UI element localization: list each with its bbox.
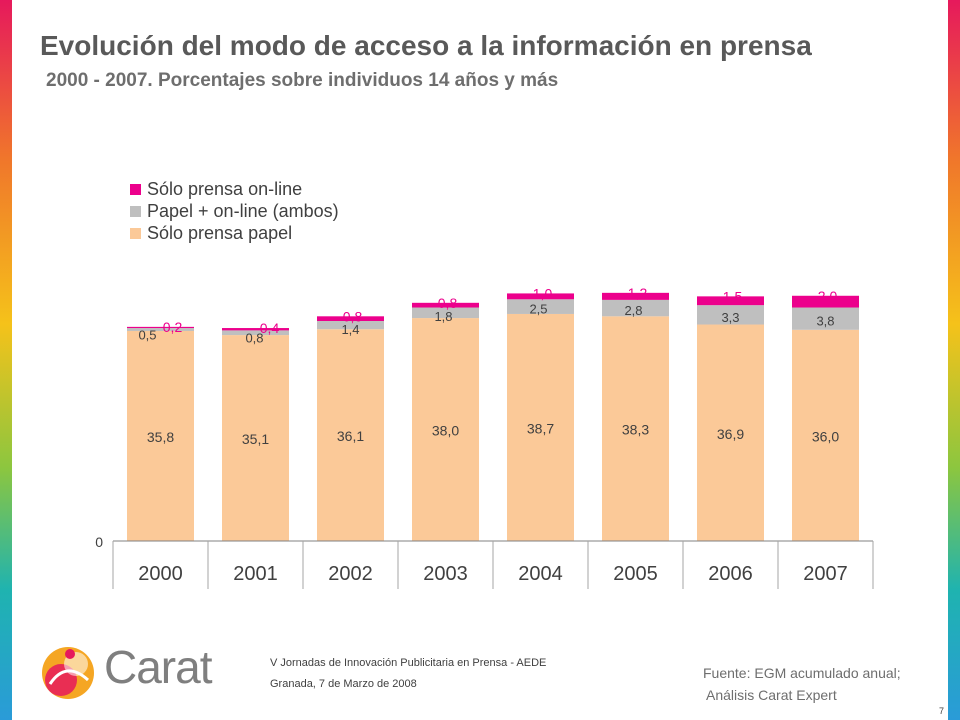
bar-2001-series-2 [222, 328, 289, 331]
data-label-both-2001: 0,8 [245, 331, 263, 346]
data-label-both-2005: 2,8 [624, 303, 642, 318]
bar-2003-series-0 [412, 318, 479, 541]
bar-2000-series-2 [127, 326, 194, 329]
right-color-stripe [948, 0, 960, 720]
data-label-both-2004: 2,5 [529, 302, 547, 317]
legend-label: Sólo prensa papel [147, 222, 293, 243]
bar-2005-series-2 [602, 292, 669, 300]
page-number: 7 [938, 706, 944, 716]
bar-2006-series-1 [697, 305, 764, 325]
chart-legend: Sólo prensa on-line Papel + on-line (ambo… [130, 178, 339, 244]
bar-2003-series-1 [412, 307, 479, 319]
legend-item: Papel + on-line (ambos) [130, 200, 339, 222]
event-line-2: Granada, 7 de Marzo de 2008 [270, 678, 417, 690]
data-label-online-2000: 0,2 [163, 319, 183, 335]
bar-2004-series-0 [507, 313, 574, 541]
legend-swatch [130, 183, 141, 195]
left-color-stripe [0, 0, 12, 720]
data-label-online-2005: 1,2 [628, 285, 648, 301]
x-tick-label: 2005 [613, 563, 658, 585]
bar-2007-series-2 [792, 295, 859, 308]
bar-2001-series-0 [222, 335, 289, 541]
bar-2000-series-1 [127, 328, 194, 331]
bars-layer [127, 292, 859, 541]
data-label-paper-2006: 36,9 [717, 426, 744, 442]
carat-logo-icon [42, 647, 94, 699]
data-label-both-2003: 1,8 [434, 309, 452, 324]
data-label-online-2006: 1,5 [723, 288, 743, 304]
data-label-both-2007: 3,8 [816, 314, 834, 329]
page-subtitle: 2000 - 2007. Porcentajes sobre individuo… [46, 70, 559, 91]
bar-2007-series-0 [792, 329, 859, 541]
x-tick-label: 2002 [328, 563, 373, 585]
x-tick-label: 2006 [708, 563, 753, 585]
x-tick-label: 2007 [803, 563, 848, 585]
data-label-paper-2002: 36,1 [337, 428, 364, 444]
legend-swatch [130, 227, 141, 239]
x-tick-label: 2004 [518, 563, 563, 585]
brand-name: Carat [104, 641, 212, 693]
source-line-2: Análisis Carat Expert [706, 687, 837, 703]
legend-label: Sólo prensa on-line [147, 178, 303, 199]
x-tick-label: 2001 [233, 563, 278, 585]
data-label-both-2006: 3,3 [721, 310, 739, 325]
event-line-1: V Jornadas de Innovación Publicitaria en… [270, 657, 547, 669]
data-label-paper-2000: 35,8 [147, 429, 174, 445]
bar-2006-series-2 [697, 296, 764, 306]
bar-2005-series-0 [602, 316, 669, 541]
data-label-online-2004: 1,0 [533, 285, 553, 301]
data-label-paper-2001: 35,1 [242, 431, 269, 447]
bar-2000-series-0 [127, 330, 194, 541]
bar-2002-series-0 [317, 329, 384, 541]
data-label-online-2007: 2,0 [818, 288, 838, 304]
bar-2004-series-1 [507, 299, 574, 314]
legend-label: Papel + on-line (ambos) [147, 200, 339, 221]
legend-item: Sólo prensa papel [130, 222, 339, 244]
x-tick-label: 2003 [423, 563, 468, 585]
data-label-paper-2003: 38,0 [432, 423, 459, 439]
x-tick-label: 2000 [138, 563, 183, 585]
data-label-both-2002: 1,4 [341, 322, 359, 337]
bar-2004-series-2 [507, 293, 574, 300]
data-label-paper-2005: 38,3 [622, 422, 649, 438]
data-label-online-2002: 0,8 [343, 308, 363, 324]
bar-2001-series-1 [222, 330, 289, 336]
data-label-paper-2007: 36,0 [812, 428, 839, 444]
source-line-1: Fuente: EGM acumulado anual; [703, 665, 901, 681]
data-label-online-2001: 0,4 [260, 320, 280, 336]
bar-2007-series-1 [792, 307, 859, 330]
axes-layer [112, 540, 874, 589]
bar-2003-series-2 [412, 302, 479, 308]
data-label-paper-2004: 38,7 [527, 420, 554, 436]
bar-2005-series-1 [602, 299, 669, 317]
labels-layer: 0 2000 2001 2002 2003 2004 2005 2006 2007 35,8 0,5… [95, 285, 848, 585]
bar-2002-series-2 [317, 316, 384, 321]
page-title: Evolución del modo de acceso a la inform… [40, 30, 812, 61]
data-label-both-2000: 0,5 [138, 328, 156, 343]
bar-2002-series-1 [317, 321, 384, 330]
bar-2006-series-0 [697, 324, 764, 541]
y-tick-label: 0 [95, 534, 103, 550]
legend-item: Sólo prensa on-line [130, 178, 339, 200]
legend-swatch [130, 205, 141, 217]
data-label-online-2003: 0,8 [438, 295, 458, 311]
